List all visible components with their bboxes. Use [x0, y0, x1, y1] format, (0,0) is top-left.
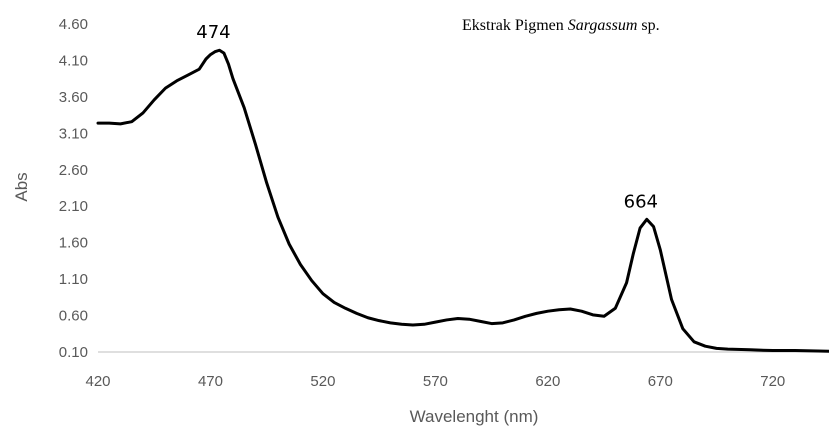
- y-tick-label: 2.60: [59, 162, 88, 179]
- x-tick-label: 570: [423, 373, 448, 390]
- x-tick-label: 720: [760, 373, 785, 390]
- y-tick-label: 2.10: [59, 198, 88, 215]
- y-tick-label: 0.10: [59, 344, 88, 361]
- chart-title: Ekstrak Pigmen Sargassum sp.: [462, 17, 660, 34]
- peak-label: 474: [196, 22, 230, 43]
- peak-annotations: 474 664: [196, 22, 658, 212]
- y-tick-label: 4.60: [59, 16, 88, 33]
- chart-title-part: Sargassum: [568, 17, 638, 34]
- y-tick-label: 3.10: [59, 125, 88, 142]
- chart-title-part: Ekstrak Pigmen: [462, 17, 568, 34]
- y-tick-label: 1.60: [59, 235, 88, 252]
- y-tick-label: 4.10: [59, 52, 88, 69]
- chart-title-part: sp.: [637, 17, 659, 34]
- x-axis-tick-labels: 420 470 520 570 620 670 720: [85, 373, 785, 390]
- x-tick-label: 470: [198, 373, 223, 390]
- y-tick-label: 0.60: [59, 308, 88, 325]
- x-tick-label: 620: [535, 373, 560, 390]
- x-tick-label: 670: [648, 373, 673, 390]
- y-tick-label: 3.60: [59, 89, 88, 106]
- y-axis-title: Abs: [12, 172, 31, 201]
- x-tick-label: 420: [85, 373, 110, 390]
- plot-area: 0.10 0.60 1.10 1.60 2.10 2.60 3.10 3.60 4.10 4.60…: [59, 16, 829, 390]
- y-axis-tick-labels: 0.10 0.60 1.10 1.60 2.10 2.60 3.10 3.60 4.10 4.60: [59, 16, 88, 361]
- y-tick-label: 1.10: [59, 271, 88, 288]
- peak-label: 664: [624, 191, 658, 212]
- x-tick-label: 520: [310, 373, 335, 390]
- series-line: [96, 48, 829, 353]
- x-axis-title: Wavelenght (nm): [410, 407, 539, 426]
